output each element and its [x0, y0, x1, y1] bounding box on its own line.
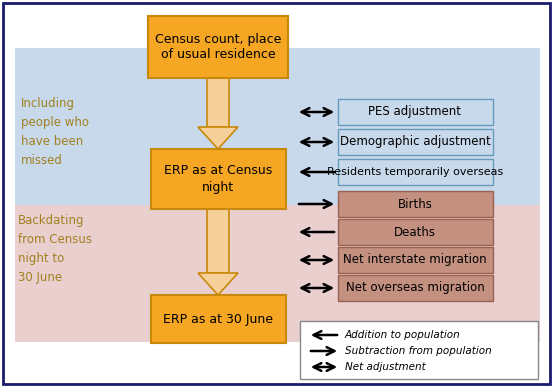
Text: Census count, place
of usual residence: Census count, place of usual residence [155, 33, 281, 62]
Bar [300, 321, 538, 379]
Bar [337, 99, 493, 125]
Bar [337, 219, 493, 245]
Bar [337, 159, 493, 185]
Text: Including
people who
have been
missed: Including people who have been missed [21, 97, 89, 167]
Text: Subtraction from population: Subtraction from population [345, 346, 492, 356]
Polygon shape [198, 127, 238, 149]
Bar [337, 129, 493, 155]
Text: Net interstate migration: Net interstate migration [343, 253, 487, 267]
Bar [15, 205, 540, 342]
Bar [15, 48, 540, 210]
Bar [337, 191, 493, 217]
Text: PES adjustment: PES adjustment [368, 106, 462, 118]
Text: Births: Births [398, 197, 432, 211]
Text: Residents temporarily overseas: Residents temporarily overseas [327, 167, 503, 177]
Text: Demographic adjustment: Demographic adjustment [340, 135, 491, 149]
Bar [150, 149, 285, 209]
Text: ERP as at Census
night: ERP as at Census night [164, 164, 272, 194]
Text: Net overseas migration: Net overseas migration [346, 281, 484, 295]
Bar [207, 78, 229, 127]
Polygon shape [198, 273, 238, 295]
Bar [148, 16, 288, 78]
Text: Deaths: Deaths [394, 226, 436, 238]
Text: Backdating
from Census
night to
30 June: Backdating from Census night to 30 June [18, 214, 92, 284]
Bar [337, 247, 493, 273]
Bar [150, 295, 285, 343]
Text: ERP as at 30 June: ERP as at 30 June [163, 312, 273, 325]
Bar [207, 209, 229, 273]
Bar [337, 275, 493, 301]
Text: Addition to population: Addition to population [345, 330, 461, 340]
Text: Net adjustment: Net adjustment [345, 362, 426, 372]
